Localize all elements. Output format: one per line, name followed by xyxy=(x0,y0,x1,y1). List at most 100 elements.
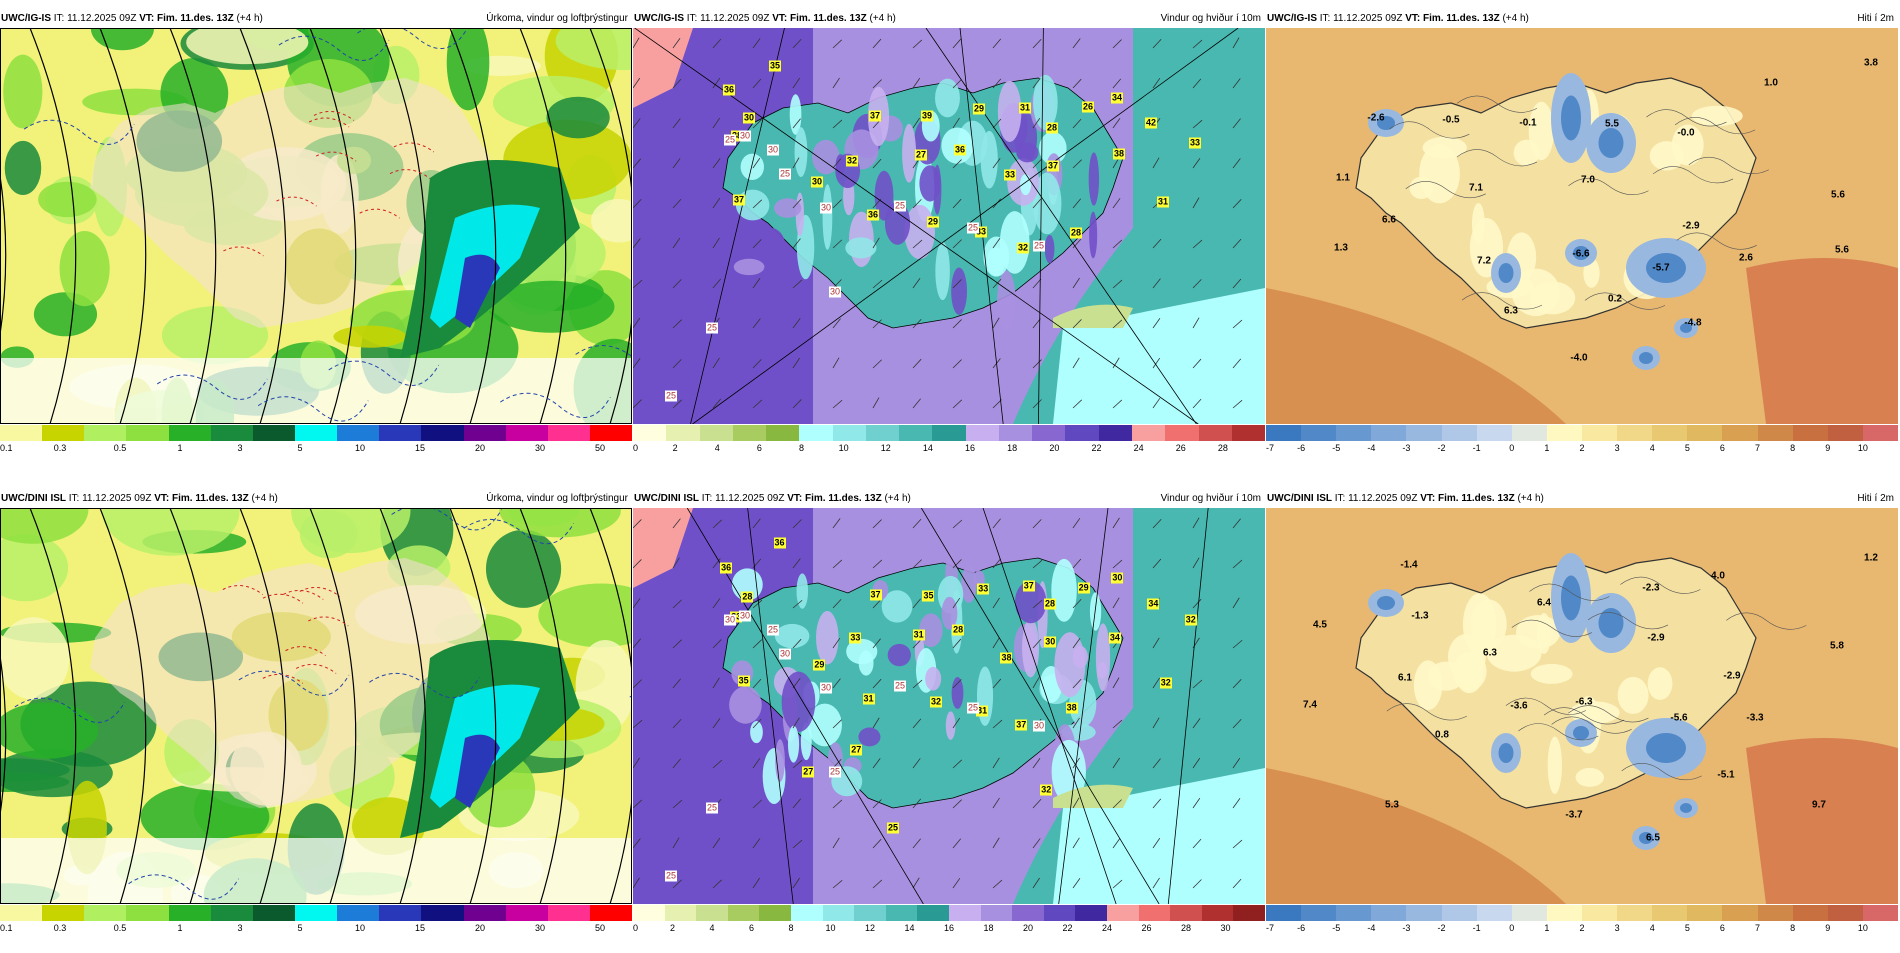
colorbar-swatch xyxy=(1441,905,1477,921)
map-panel-wind: UWC/IG-IS IT: 11.12.2025 09Z VT: Fim. 11… xyxy=(633,10,1266,473)
panel-header: UWC/IG-IS IT: 11.12.2025 09Z VT: Fim. 11… xyxy=(633,10,1265,28)
temperature-label: 1.0 xyxy=(1764,77,1778,89)
colorbar-swatch xyxy=(1336,905,1372,921)
colorbar-swatch xyxy=(732,425,767,441)
gust-label: 27 xyxy=(850,744,863,756)
gust-label: 33 xyxy=(974,226,988,238)
model-name: UWC/IG-IS xyxy=(1,13,51,24)
gust-label: 35 xyxy=(768,60,782,72)
map-canvas xyxy=(0,28,632,424)
colorbar-tick-label: 0 xyxy=(633,923,639,933)
map-panel-temp: UWC/DINI ISL IT: 11.12.2025 09Z VT: Fim.… xyxy=(1266,490,1898,953)
wind-label: 30 xyxy=(819,682,833,694)
wind-label: 25 xyxy=(778,168,792,180)
colorbar-swatch xyxy=(0,905,43,921)
colorbar-tick-label: 3 xyxy=(237,923,243,933)
temperature-label: 5.6 xyxy=(1831,189,1845,201)
panel-title: Úrkoma, vindur og loftþrýstingur xyxy=(486,493,628,504)
colorbar-tick-label: -7 xyxy=(1266,443,1275,453)
colorbar-swatch xyxy=(1687,425,1723,441)
colorbar-tick-label: 18 xyxy=(983,923,994,933)
colorbar-swatch xyxy=(0,425,43,441)
gust-label: 42 xyxy=(1144,117,1158,129)
temperature-label: 7.1 xyxy=(1469,182,1483,194)
temperature-label: -1.3 xyxy=(1411,610,1429,622)
colorbar-tick-label: 12 xyxy=(880,443,891,453)
colorbar-swatch xyxy=(1687,905,1723,921)
panel-header: UWC/IG-IS IT: 11.12.2025 09Z VT: Fim. 11… xyxy=(0,10,632,28)
temperature-label: -3.3 xyxy=(1746,712,1764,724)
colorbar-tick-label: 5 xyxy=(297,443,303,453)
colorbar-tick-label: 0 xyxy=(1509,443,1515,453)
temperature-label: 3.8 xyxy=(1864,57,1878,69)
colorbar-swatch xyxy=(42,425,85,441)
colorbar-swatch xyxy=(168,905,211,921)
temperature-label: -5.7 xyxy=(1652,262,1670,274)
colorbar-swatch xyxy=(1862,425,1898,441)
temperature-label: 6.3 xyxy=(1504,305,1518,317)
colorbar-tick-label: -4 xyxy=(1367,443,1376,453)
colorbar xyxy=(633,905,1265,921)
map-labels xyxy=(0,508,632,904)
gust-label: 26 xyxy=(1081,101,1095,113)
gust-label: 36 xyxy=(866,209,880,221)
colorbar-tick-label: 10 xyxy=(1857,923,1868,933)
valid-time: VT: Fim. 11.des. 13Z xyxy=(772,13,867,24)
colorbar-tick-label: 3 xyxy=(237,443,243,453)
lead-time: (+4 h) xyxy=(881,493,911,504)
colorbar-tick-label: 20 xyxy=(474,443,486,453)
colorbar-swatch xyxy=(589,905,633,921)
colorbar-tick-label: 1 xyxy=(177,443,183,453)
colorbar-tick-label: -6 xyxy=(1297,923,1306,933)
gust-label: 25 xyxy=(887,822,900,834)
colorbar-tick-label: 7 xyxy=(1755,443,1761,453)
gust-label: 37 xyxy=(1015,719,1028,731)
panel-run-info: UWC/IG-IS IT: 11.12.2025 09Z VT: Fim. 11… xyxy=(1,10,263,28)
colorbar-tick-label: 3 xyxy=(1614,443,1620,453)
panel-title: Úrkoma, vindur og loftþrýstingur xyxy=(486,13,628,24)
gust-label: 32 xyxy=(1184,614,1197,626)
panel-title: Hiti í 2m xyxy=(1857,13,1894,24)
colorbar-tick-label: 14 xyxy=(922,443,933,453)
gust-label: 32 xyxy=(1040,784,1053,796)
gust-label: 36 xyxy=(720,562,733,574)
gust-label: 30 xyxy=(1111,572,1124,584)
colorbar-tick-label: 0.3 xyxy=(53,443,67,453)
colorbar xyxy=(633,425,1266,441)
gust-label: 27 xyxy=(914,149,928,161)
gust-label: 32 xyxy=(1159,677,1172,689)
temperature-label: -6.3 xyxy=(1575,696,1593,708)
colorbar-swatch xyxy=(917,905,949,921)
colorbar-swatch xyxy=(865,425,900,441)
gust-label: 31 xyxy=(862,693,875,705)
temperature-label: -4.8 xyxy=(1684,317,1702,329)
colorbar-swatch xyxy=(1131,425,1166,441)
wind-label: 25 xyxy=(966,702,980,714)
model-name: UWC/DINI ISL xyxy=(1,493,66,504)
colorbar-swatch xyxy=(379,425,422,441)
colorbar-tick-label: 0.5 xyxy=(113,923,127,933)
colorbar-tick-label: 26 xyxy=(1175,443,1186,453)
temperature-label: 5.8 xyxy=(1830,640,1844,652)
colorbar-swatch xyxy=(463,905,506,921)
colorbar-tick-label: 15 xyxy=(414,923,426,933)
colorbar-tick-label: 16 xyxy=(943,923,955,933)
panel-run-info: UWC/DINI ISL IT: 11.12.2025 09Z VT: Fim.… xyxy=(1,490,278,508)
lead-time: (+4 h) xyxy=(1499,13,1529,24)
colorbar-tick-label: 7 xyxy=(1755,923,1761,933)
valid-time: VT: Fim. 11.des. 13Z xyxy=(154,493,249,504)
colorbar-swatch xyxy=(1098,425,1132,441)
colorbar-tick-label: 6 xyxy=(756,443,762,453)
gust-label: 37 xyxy=(869,589,882,601)
colorbar-swatch xyxy=(463,425,506,441)
temperature-label: -2.9 xyxy=(1647,632,1665,644)
wind-label: 25 xyxy=(705,802,719,814)
panel-run-info: UWC/IG-IS IT: 11.12.2025 09Z VT: Fim. 11… xyxy=(634,10,896,28)
colorbar-swatch xyxy=(547,425,590,441)
map-labels xyxy=(0,28,632,424)
colorbar-swatch xyxy=(1476,905,1512,921)
colorbar-swatch xyxy=(1546,905,1582,921)
colorbar-tick-label: 0.1 xyxy=(0,443,13,453)
colorbar-tick-label: 8 xyxy=(1790,443,1796,453)
gust-label: 37 xyxy=(868,110,882,122)
